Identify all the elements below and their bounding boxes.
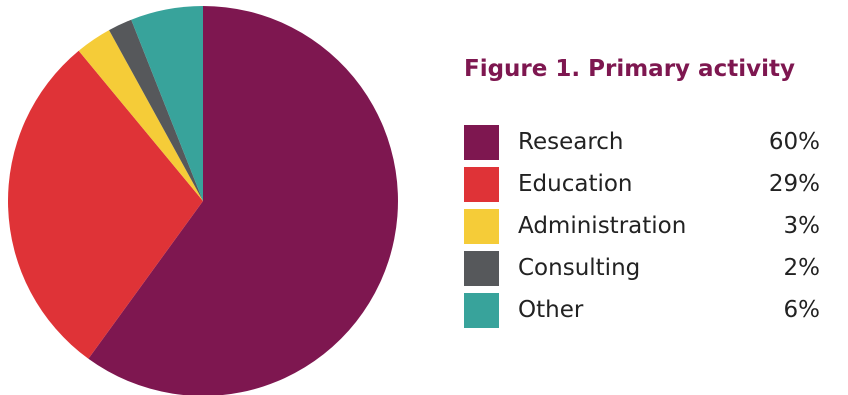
- pie-chart: [7, 5, 398, 395]
- legend-swatch-education: [464, 166, 499, 202]
- legend-label-research: Research: [518, 129, 624, 155]
- legend-item-education: Education 29%: [464, 166, 820, 202]
- legend-label-administration: Administration: [518, 213, 687, 239]
- pie-slice-research: [88, 6, 398, 395]
- legend-value-education: 29%: [768, 171, 820, 197]
- pie-slice-consulting: [109, 19, 203, 201]
- legend-swatch-administration: [464, 208, 499, 244]
- legend-label-education: Education: [518, 171, 633, 197]
- pie-slice-other: [131, 5, 203, 201]
- legend-swatch-research: [464, 124, 499, 160]
- legend-value-other: 6%: [783, 297, 821, 323]
- pie-slice-education: [7, 50, 204, 359]
- legend-swatch-consulting: [464, 250, 499, 286]
- legend-item-consulting: Consulting 2%: [464, 250, 821, 286]
- legend-item-research: Research 60%: [464, 124, 820, 160]
- legend-value-administration: 3%: [783, 213, 821, 239]
- legend-label-other: Other: [518, 297, 584, 323]
- chart-title: Figure 1. Primary activity: [464, 56, 795, 82]
- legend-item-other: Other 6%: [464, 292, 821, 328]
- legend: Research 60% Education 29% Administratio…: [464, 124, 821, 336]
- legend-label-consulting: Consulting: [518, 255, 641, 281]
- legend-item-administration: Administration 3%: [464, 208, 821, 244]
- legend-swatch-other: [464, 292, 499, 328]
- legend-value-consulting: 2%: [783, 255, 821, 281]
- pie-slice-administration: [78, 30, 203, 202]
- legend-value-research: 60%: [768, 129, 820, 155]
